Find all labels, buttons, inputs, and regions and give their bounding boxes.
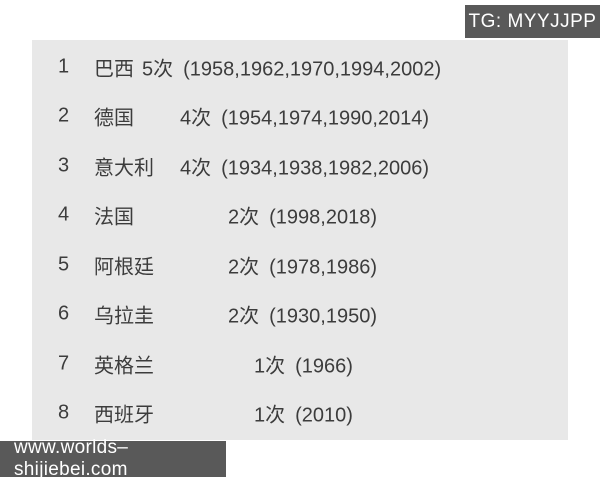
years-cell: (1930,1950) — [269, 305, 377, 328]
country-cell: 意大利 — [94, 157, 154, 180]
rank-cell: 1 — [58, 55, 70, 78]
years-cell: (1998,2018) — [269, 206, 377, 229]
country-cell: 英格兰 — [94, 355, 154, 378]
winners-list-panel: 1 巴西 5次 (1958,1962,1970,1994,2002) 2 德国 4… — [32, 40, 568, 440]
country-cell: 阿根廷 — [94, 256, 154, 279]
telegram-watermark-badge: TG: MYYJJPP — [465, 5, 600, 38]
country-cell: 西班牙 — [94, 404, 154, 427]
rank-cell: 7 — [58, 352, 70, 375]
winners-list: 1 巴西 5次 (1958,1962,1970,1994,2002) 2 德国 4… — [32, 42, 568, 438]
record-cell: 2次 (1978,1986) — [228, 250, 377, 279]
winner-row: 8 西班牙 1次 (2010) — [32, 389, 568, 439]
count-cell: 2次 — [228, 206, 260, 229]
rank-cell: 3 — [58, 154, 70, 177]
years-cell: (1958,1962,1970,1994,2002) — [183, 58, 442, 81]
years-cell: (1978,1986) — [269, 256, 377, 279]
years-cell: (2010) — [295, 404, 353, 427]
winner-row: 4 法国 2次 (1998,2018) — [32, 191, 568, 241]
record-cell: 2次 (1998,2018) — [228, 201, 377, 230]
rank-cell: 4 — [58, 203, 70, 226]
country-cell: 法国 — [94, 206, 134, 229]
years-cell: (1966) — [295, 355, 353, 378]
record-cell: 1次 (1966) — [254, 349, 353, 378]
country-cell: 乌拉圭 — [94, 305, 154, 328]
count-cell: 1次 — [254, 355, 286, 378]
country-cell: 德国 — [94, 107, 134, 130]
winner-row: 5 阿根廷 2次 (1978,1986) — [32, 240, 568, 290]
winner-row: 6 乌拉圭 2次 (1930,1950) — [32, 290, 568, 340]
count-cell: 4次 — [180, 107, 212, 130]
winner-row: 7 英格兰 1次 (1966) — [32, 339, 568, 389]
rank-cell: 8 — [58, 401, 70, 424]
record-cell: 5次 (1958,1962,1970,1994,2002) — [142, 52, 441, 81]
count-cell: 4次 — [180, 157, 212, 180]
count-cell: 5次 — [142, 58, 174, 81]
count-cell: 2次 — [228, 256, 260, 279]
years-cell: (1954,1974,1990,2014) — [221, 107, 430, 130]
count-cell: 1次 — [254, 404, 286, 427]
record-cell: 2次 (1930,1950) — [228, 300, 377, 329]
winner-row: 3 意大利 4次 (1934,1938,1982,2006) — [32, 141, 568, 191]
website-watermark-badge: www.worlds–shijiebei.com — [0, 437, 226, 480]
years-cell: (1934,1938,1982,2006) — [221, 157, 430, 180]
count-cell: 2次 — [228, 305, 260, 328]
winner-row: 1 巴西 5次 (1958,1962,1970,1994,2002) — [32, 42, 568, 92]
winner-row: 2 德国 4次 (1954,1974,1990,2014) — [32, 92, 568, 142]
country-cell: 巴西 — [94, 58, 134, 81]
rank-cell: 5 — [58, 253, 70, 276]
rank-cell: 6 — [58, 302, 70, 325]
record-cell: 4次 (1934,1938,1982,2006) — [180, 151, 429, 180]
rank-cell: 2 — [58, 104, 70, 127]
record-cell: 1次 (2010) — [254, 399, 353, 428]
record-cell: 4次 (1954,1974,1990,2014) — [180, 102, 429, 131]
